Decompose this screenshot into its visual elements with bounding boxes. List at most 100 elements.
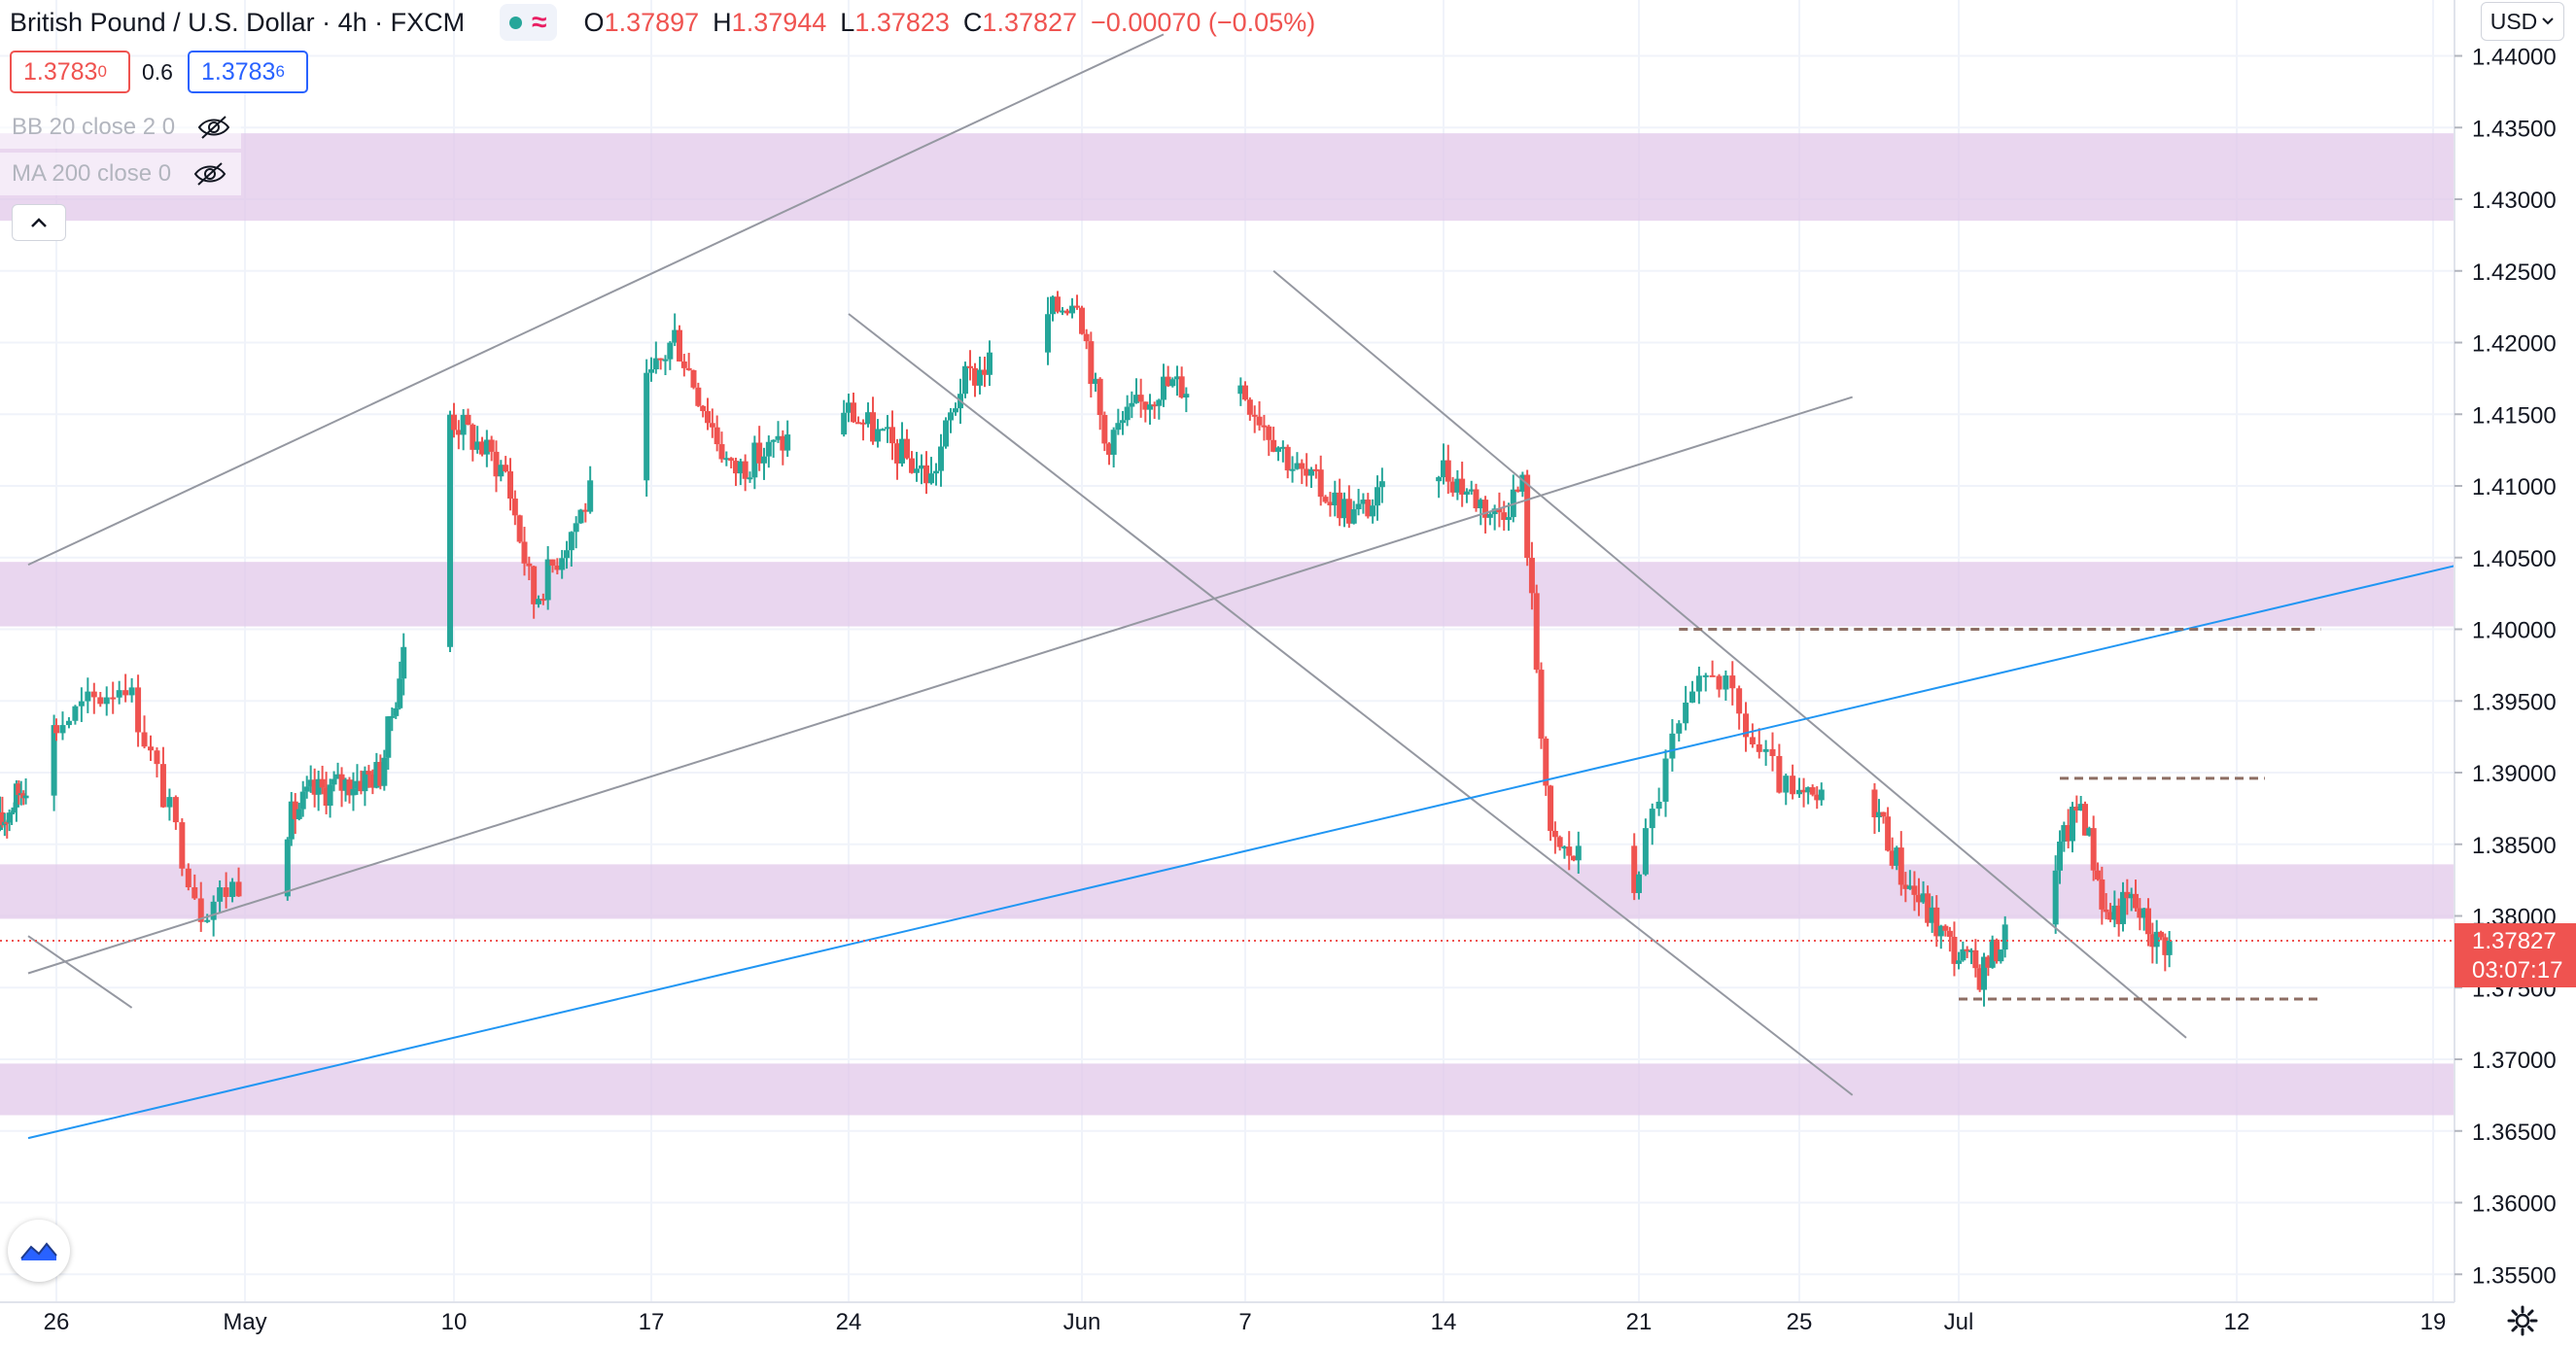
candle-body	[2086, 828, 2093, 836]
ohlc-item: L1.37823	[840, 8, 950, 38]
candle-body	[1524, 474, 1531, 558]
candle-body	[870, 412, 876, 442]
candle-body	[2099, 879, 2106, 910]
candle-body	[154, 750, 160, 765]
candle-body	[564, 550, 570, 559]
candle-body	[962, 365, 968, 395]
candle-body	[1079, 307, 1085, 334]
candle-body	[455, 430, 462, 435]
candle-body	[1796, 789, 1802, 795]
candle-body	[1156, 399, 1163, 406]
candle-body	[644, 372, 650, 481]
candle-body	[1133, 395, 1139, 403]
candle-body	[573, 523, 579, 533]
candle-body	[521, 541, 528, 564]
sell-button[interactable]: 1.3783 0	[10, 51, 130, 93]
candle-body	[1783, 776, 1790, 793]
candle-body	[1689, 691, 1695, 703]
candle-body	[2141, 908, 2147, 918]
candle-body	[465, 414, 471, 425]
candle-body	[705, 411, 711, 424]
indicator-bb[interactable]: BB 20 close 2 0	[0, 106, 241, 149]
candle-body	[323, 787, 330, 807]
candle-body	[904, 438, 910, 459]
candle-body	[568, 532, 574, 551]
zone-rect	[0, 133, 2454, 222]
candle-body	[2070, 807, 2075, 842]
time-tick-label: 12	[2224, 1309, 2250, 1335]
candle-body	[1486, 514, 1493, 518]
time-tick-label: 19	[2420, 1309, 2447, 1335]
market-status[interactable]: ≈	[500, 4, 557, 41]
candle-body	[1097, 378, 1103, 416]
candle-body	[1436, 477, 1443, 482]
indicator-ma[interactable]: MA 200 close 0	[0, 153, 241, 195]
collapse-legend-button[interactable]	[12, 204, 66, 241]
candle-body	[914, 468, 920, 473]
candle-body	[987, 352, 992, 375]
candle-body	[933, 470, 939, 474]
candle-body	[460, 414, 467, 435]
trendline	[27, 33, 1165, 567]
candle-body	[346, 779, 353, 796]
candle-body	[72, 706, 79, 721]
gear-icon[interactable]	[2502, 1300, 2543, 1341]
candle-body	[1129, 402, 1135, 407]
candle-body	[1169, 379, 1176, 387]
candle-body	[1299, 463, 1305, 469]
price-tick-label: 1.42500	[2472, 259, 2557, 286]
candle-body	[451, 414, 457, 431]
price-tick-label: 1.36000	[2472, 1191, 2557, 1218]
price-tick-label: 1.38500	[2472, 833, 2557, 859]
candle-body	[22, 795, 29, 799]
buy-button[interactable]: 1.3783 6	[188, 51, 308, 93]
time-tick-label: 10	[441, 1309, 468, 1335]
candle-body	[662, 359, 669, 362]
candle-body	[2153, 931, 2160, 948]
candle-body	[1473, 489, 1479, 509]
candle-body	[672, 329, 679, 343]
candle-body	[652, 358, 659, 370]
candle-body	[1575, 845, 1582, 861]
candle-body	[78, 701, 85, 707]
tradingview-logo-icon[interactable]	[8, 1220, 70, 1282]
eye-off-icon[interactable]	[196, 115, 231, 140]
candle-body	[1463, 491, 1470, 495]
candle-body	[531, 566, 538, 604]
candle-body	[1736, 688, 1743, 714]
candle-body	[2145, 908, 2151, 935]
candle-body	[59, 725, 66, 734]
candle-body	[899, 438, 905, 464]
candle-body	[1110, 430, 1117, 455]
spread-value: 0.6	[142, 59, 173, 85]
candle-body	[1124, 406, 1131, 421]
candle-body	[1137, 395, 1144, 402]
candle-body	[677, 329, 682, 362]
candle-body	[2095, 870, 2101, 879]
price-tick-label: 1.35500	[2472, 1262, 2557, 1289]
candle-body	[2002, 924, 2008, 950]
currency-button[interactable]: USD	[2481, 2, 2564, 41]
candle-body	[1261, 425, 1268, 428]
candle-body	[953, 408, 958, 413]
candle-body	[474, 441, 481, 450]
eye-off-icon[interactable]	[192, 161, 227, 187]
candle-body	[1723, 675, 1729, 690]
candle-body	[943, 420, 949, 447]
time-axis-bg	[0, 1302, 2576, 1345]
candle-body	[770, 439, 777, 442]
ohlc-key: H	[713, 7, 732, 37]
symbol-title[interactable]: British Pound / U.S. Dollar · 4h · FXCM	[10, 7, 466, 37]
symbol-legend: British Pound / U.S. Dollar · 4h · FXCM …	[10, 4, 1315, 41]
candle-body	[342, 779, 349, 791]
candle-body	[1676, 723, 1683, 734]
candle-body	[51, 725, 57, 796]
candle-body	[1662, 758, 1669, 802]
candle-body	[690, 369, 697, 388]
candle-body	[1894, 847, 1900, 866]
candle-body	[1538, 670, 1545, 740]
candle-body	[784, 434, 791, 451]
candle-body	[1964, 948, 1970, 951]
candle-body	[855, 422, 861, 425]
